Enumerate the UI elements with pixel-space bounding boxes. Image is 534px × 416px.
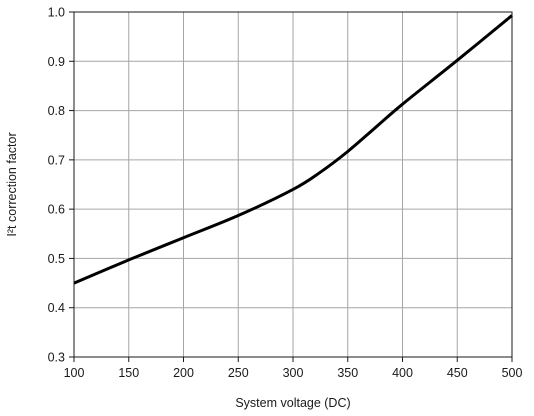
x-axis-title: System voltage (DC) xyxy=(235,396,350,410)
x-tick-label: 250 xyxy=(228,366,249,380)
x-tick-label: 450 xyxy=(447,366,468,380)
y-tick-label: 0.6 xyxy=(48,203,65,217)
y-tick-label: 0.5 xyxy=(48,252,65,266)
x-tick-label: 300 xyxy=(283,366,304,380)
y-tick-label: 0.7 xyxy=(48,153,65,167)
x-tick-label: 400 xyxy=(392,366,413,380)
x-tick-label: 150 xyxy=(118,366,139,380)
y-axis-ticks: 0.3 0.4 0.5 0.6 0.7 0.8 0.9 1.0 xyxy=(48,6,74,365)
x-tick-label: 500 xyxy=(502,366,523,380)
x-axis-ticks: 100 150 200 250 300 350 400 450 500 xyxy=(64,357,523,380)
series-line xyxy=(73,14,513,285)
x-tick-label: 200 xyxy=(173,366,194,380)
grid-lines xyxy=(73,11,513,358)
y-tick-label: 0.8 xyxy=(48,104,65,118)
y-tick-label: 1.0 xyxy=(48,6,65,20)
x-tick-label: 350 xyxy=(337,366,358,380)
y-tick-label: 0.3 xyxy=(48,351,65,365)
y-tick-label: 0.9 xyxy=(48,55,65,69)
y-axis-title: I²t correction factor xyxy=(5,132,19,236)
x-tick-label: 100 xyxy=(64,366,85,380)
y-tick-label: 0.4 xyxy=(48,301,65,315)
series-layer xyxy=(73,14,513,285)
